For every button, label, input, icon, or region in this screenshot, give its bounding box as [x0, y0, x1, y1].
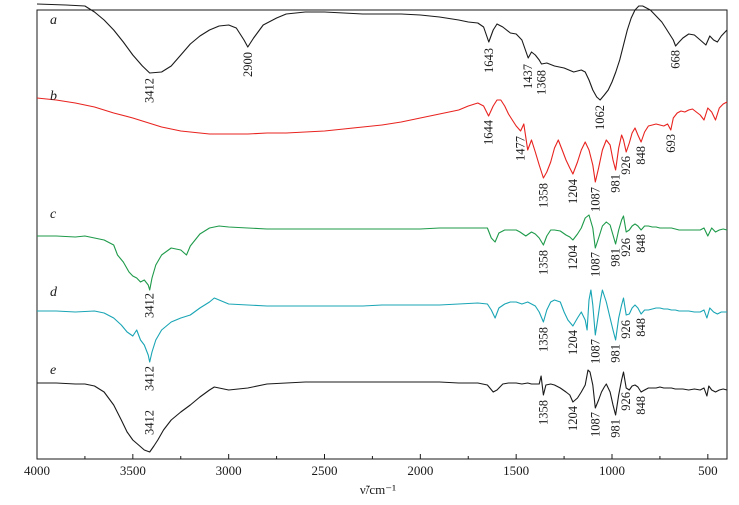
- series-letter-c: c: [50, 207, 57, 222]
- peak-label-b-1477: 1477: [514, 136, 528, 161]
- series-line-a: [36, 3, 728, 101]
- peak-label-d-926: 926: [619, 320, 633, 339]
- peak-label-b-926: 926: [619, 156, 633, 175]
- peak-label-a-1437: 1437: [521, 64, 535, 89]
- peak-label-b-1358: 1358: [536, 183, 550, 208]
- x-axis-title: ν̃/cm⁻¹: [360, 482, 396, 497]
- peak-label-c-926: 926: [619, 238, 633, 257]
- peak-label-b-1204: 1204: [566, 178, 580, 204]
- x-tick-label-1000: 1000: [599, 463, 625, 478]
- peak-label-e-981: 981: [609, 419, 623, 438]
- x-tick-label-500: 500: [698, 463, 718, 478]
- peak-label-c-1204: 1204: [566, 244, 580, 270]
- peak-label-b-1644: 1644: [482, 119, 496, 145]
- peak-label-a-668: 668: [669, 50, 683, 69]
- series-letter-b: b: [50, 89, 57, 104]
- peak-label-a-1643: 1643: [482, 48, 496, 73]
- peak-label-c-1358: 1358: [536, 250, 550, 275]
- series-layer: [36, 3, 728, 453]
- series-line-c: [37, 214, 728, 291]
- series-line-b: [36, 97, 728, 183]
- peak-label-a-1368: 1368: [535, 70, 549, 95]
- peak-label-d-1087: 1087: [588, 339, 602, 364]
- peak-label-d-3412: 3412: [143, 366, 157, 391]
- plot-frame: [36, 9, 728, 460]
- peak-label-d-848: 848: [634, 318, 648, 337]
- x-tick-label-1500: 1500: [503, 463, 529, 478]
- peak-label-c-981: 981: [609, 248, 623, 267]
- x-tick-label-2500: 2500: [312, 463, 338, 478]
- peak-label-d-981: 981: [609, 344, 623, 363]
- x-tick-label-3500: 3500: [120, 463, 146, 478]
- peak-label-e-1358: 1358: [536, 400, 550, 425]
- peak-label-e-1087: 1087: [588, 412, 602, 437]
- peak-label-b-1087: 1087: [588, 187, 602, 212]
- peak-labels: 3412 2900 1643 1437 1368 1062 668 1644 1477 1358 1…: [143, 48, 683, 438]
- peak-label-c-1087: 1087: [588, 252, 602, 277]
- peak-label-e-926: 926: [619, 392, 633, 411]
- x-axis: 4000 3500 3000 2500 2000 1500 1000 500: [24, 454, 718, 478]
- x-tick-label-3000: 3000: [216, 463, 242, 478]
- peak-label-a-3412: 3412: [143, 78, 157, 103]
- series-letter-e: e: [50, 363, 56, 378]
- peak-label-b-848: 848: [634, 146, 648, 165]
- series-line-d: [37, 289, 727, 363]
- x-tick-label-4000: 4000: [24, 463, 50, 478]
- peak-label-a-1062: 1062: [593, 105, 607, 130]
- series-letters: a b c d e: [50, 13, 58, 378]
- series-letter-d: d: [50, 285, 58, 300]
- x-tick-label-2000: 2000: [407, 463, 433, 478]
- peak-label-c-3412: 3412: [143, 293, 157, 318]
- series-letter-a: a: [50, 13, 57, 28]
- peak-label-b-981: 981: [609, 174, 623, 193]
- peak-label-e-1204: 1204: [566, 405, 580, 431]
- peak-label-a-2900: 2900: [241, 52, 255, 77]
- peak-label-d-1358: 1358: [536, 327, 550, 352]
- peak-label-e-848: 848: [634, 396, 648, 415]
- peak-label-c-848: 848: [634, 234, 648, 253]
- peak-label-e-3412: 3412: [143, 410, 157, 435]
- peak-label-d-1204: 1204: [566, 329, 580, 355]
- peak-label-b-693: 693: [664, 134, 678, 153]
- series-line-e: [37, 369, 728, 453]
